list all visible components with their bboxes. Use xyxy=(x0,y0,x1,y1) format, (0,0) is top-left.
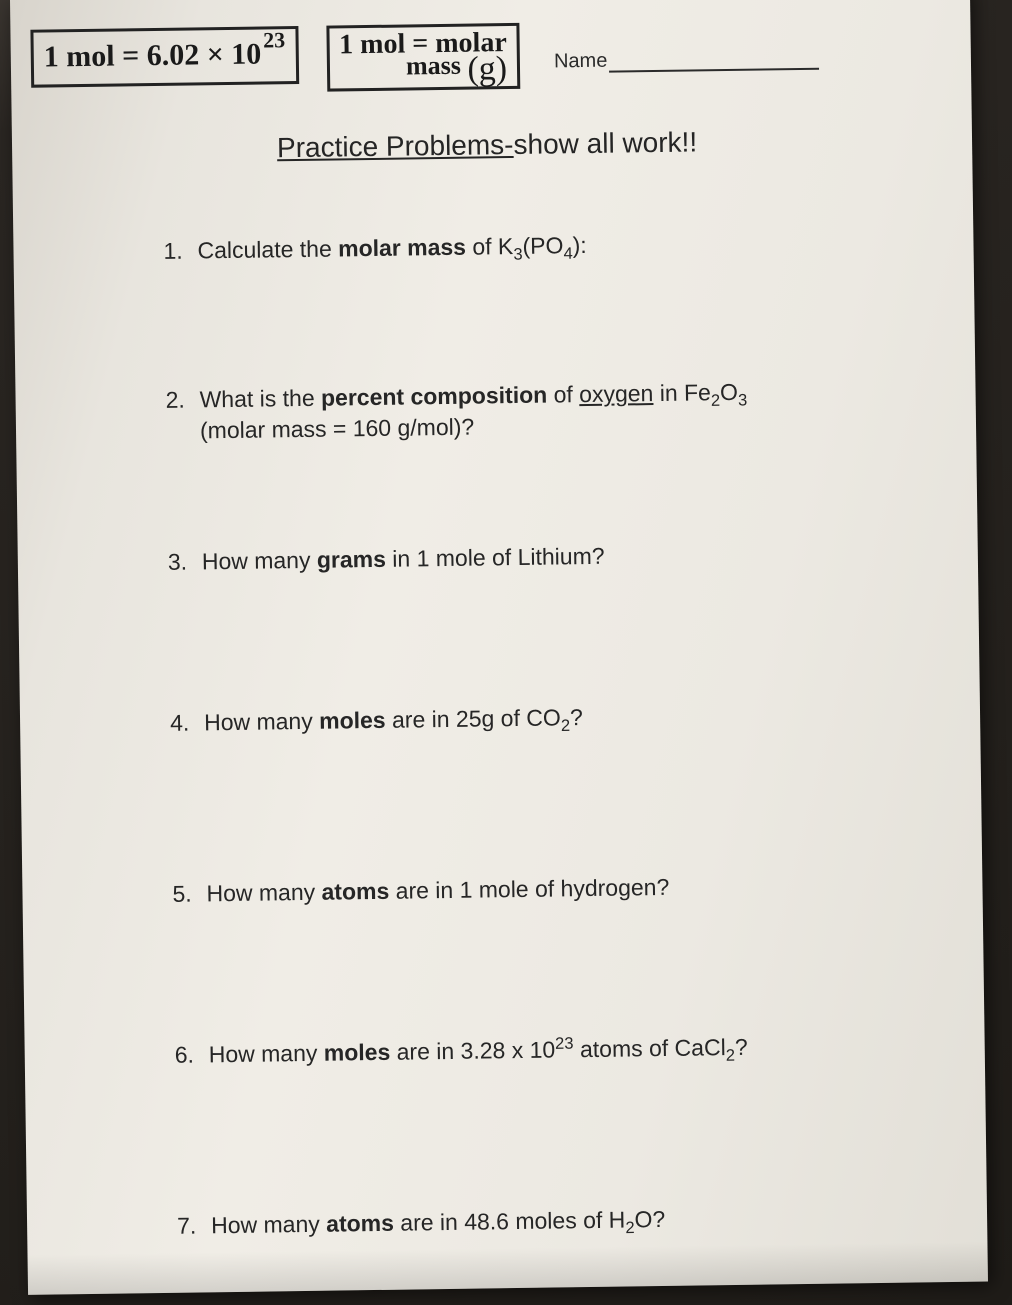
problem-text: How many atoms are in 1 mole of hydrogen… xyxy=(206,869,882,909)
problem-number: 4. xyxy=(170,708,204,740)
handwritten-box-avogadro: 1 mol = 6.02 × 1023 xyxy=(30,26,298,88)
name-field: Name xyxy=(554,47,820,74)
problem-text: How many atoms are in 48.6 moles of H2O? xyxy=(211,1201,887,1241)
problem-text: What is the percent composition of oxyge… xyxy=(199,375,876,447)
problems-list: 1. Calculate the molar mass of K3(PO4): … xyxy=(63,225,927,1243)
problem-6: 6. How many moles are in 3.28 x 1023 ato… xyxy=(175,1030,885,1071)
name-label: Name xyxy=(554,50,608,74)
problem-number: 6. xyxy=(175,1040,209,1072)
paper-bottom-shadow xyxy=(28,1241,988,1294)
name-blank-line[interactable] xyxy=(609,52,819,73)
problem-2: 2. What is the percent composition of ox… xyxy=(165,375,876,447)
worksheet-paper: 1 mol = 6.02 × 1023 1 mol = molar mass (… xyxy=(10,0,988,1295)
box1-text: 1 mol = 6.02 × 10 xyxy=(44,39,262,74)
problem-4: 4. How many moles are in 25g of CO2? xyxy=(170,698,880,739)
problem-5: 5. How many atoms are in 1 mole of hydro… xyxy=(172,869,882,910)
box1-exponent: 23 xyxy=(263,29,285,52)
problem-text: Calculate the molar mass of K3(PO4): xyxy=(197,226,873,266)
problem-3: 3. How many grams in 1 mole of Lithium? xyxy=(168,537,878,578)
problem-number: 2. xyxy=(165,384,200,447)
problem-number: 1. xyxy=(163,235,197,267)
problem-number: 3. xyxy=(168,547,202,579)
problem-number: 5. xyxy=(172,879,206,911)
problem-text: How many moles are in 3.28 x 1023 atoms … xyxy=(209,1030,885,1070)
problem-number: 7. xyxy=(177,1211,211,1243)
problem-text: How many moles are in 25g of CO2? xyxy=(204,698,880,738)
handwritten-box-molar-mass: 1 mol = molar mass (g) xyxy=(326,23,520,92)
box2-line2-pre: mass xyxy=(406,51,468,81)
problem-7: 7. How many atoms are in 48.6 moles of H… xyxy=(177,1201,887,1242)
problem-1: 1. Calculate the molar mass of K3(PO4): xyxy=(163,226,873,267)
worksheet-heading: Practice Problems-show all work!! xyxy=(62,123,912,167)
box2-line2-paren: (g) xyxy=(467,50,507,88)
header-row: 1 mol = 6.02 × 1023 1 mol = molar mass (… xyxy=(60,17,911,95)
heading-underlined: Practice Problems- xyxy=(277,129,514,163)
heading-rest: show all work!! xyxy=(513,126,697,160)
problem-text: How many grams in 1 mole of Lithium? xyxy=(202,537,878,577)
